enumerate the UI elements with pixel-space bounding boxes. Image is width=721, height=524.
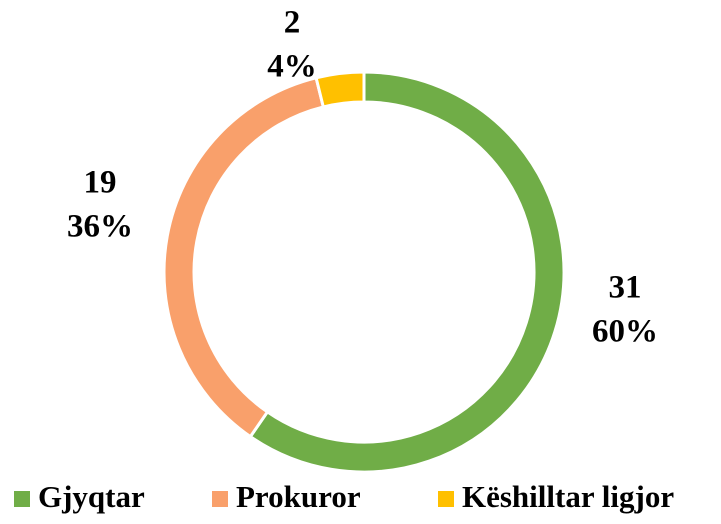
legend-label: Gjyqtar [38, 479, 145, 514]
percent-label: 36% [67, 209, 133, 245]
slice [248, 70, 566, 474]
percent-label: 60% [592, 314, 658, 350]
legend-label: Këshilltar ligjor [462, 479, 674, 514]
slice [162, 75, 326, 439]
value-label: 31 [609, 270, 642, 306]
legend-swatch [212, 491, 228, 507]
legend-swatch [14, 491, 30, 507]
value-label: 2 [284, 5, 301, 41]
percent-label: 4% [267, 49, 317, 85]
legend-label: Prokuror [236, 479, 361, 514]
value-label: 19 [84, 165, 117, 201]
slice [314, 70, 366, 109]
legend-swatch [438, 491, 454, 507]
